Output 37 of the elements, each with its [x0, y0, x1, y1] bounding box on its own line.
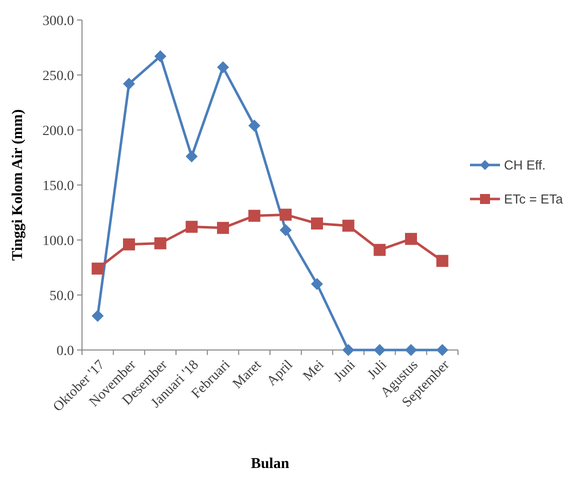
point: [217, 61, 229, 74]
point: [123, 238, 135, 250]
legend-label: CH Eff.: [504, 158, 546, 173]
x-tick-label: Mei: [300, 358, 328, 384]
y-axis-title: Tinggi Kolom Air (mm): [10, 109, 26, 261]
point: [342, 220, 354, 232]
point: [374, 344, 386, 356]
y-tick-label: 200.0: [42, 124, 74, 139]
point: [311, 278, 323, 290]
point: [280, 224, 292, 236]
point: [342, 344, 354, 356]
point: [92, 310, 104, 322]
point: [186, 150, 198, 162]
y-tick-label: 250.0: [42, 68, 74, 84]
point: [405, 232, 417, 245]
legend-label: ETc = ETa: [504, 192, 564, 207]
y-tick-label: 50.0: [50, 288, 74, 304]
point: [186, 220, 198, 233]
point: [123, 78, 135, 90]
x-axis-title: Bulan: [250, 456, 290, 472]
point: [217, 222, 229, 234]
y-tick-label: 300.0: [42, 14, 74, 29]
point: [311, 218, 323, 230]
point: [436, 344, 448, 356]
y-tick-label: 0.0: [56, 344, 74, 359]
point: [436, 254, 448, 267]
point: [248, 120, 260, 132]
y-tick-label: 100.0: [42, 234, 74, 249]
point: [374, 244, 386, 256]
point: [154, 237, 166, 250]
point: [154, 50, 166, 62]
point: [405, 344, 417, 356]
point: [248, 210, 260, 222]
y-tick-label: 150.0: [42, 178, 74, 194]
point: [92, 262, 104, 275]
x-tick-label: Juni: [332, 358, 359, 385]
point: [280, 208, 292, 221]
